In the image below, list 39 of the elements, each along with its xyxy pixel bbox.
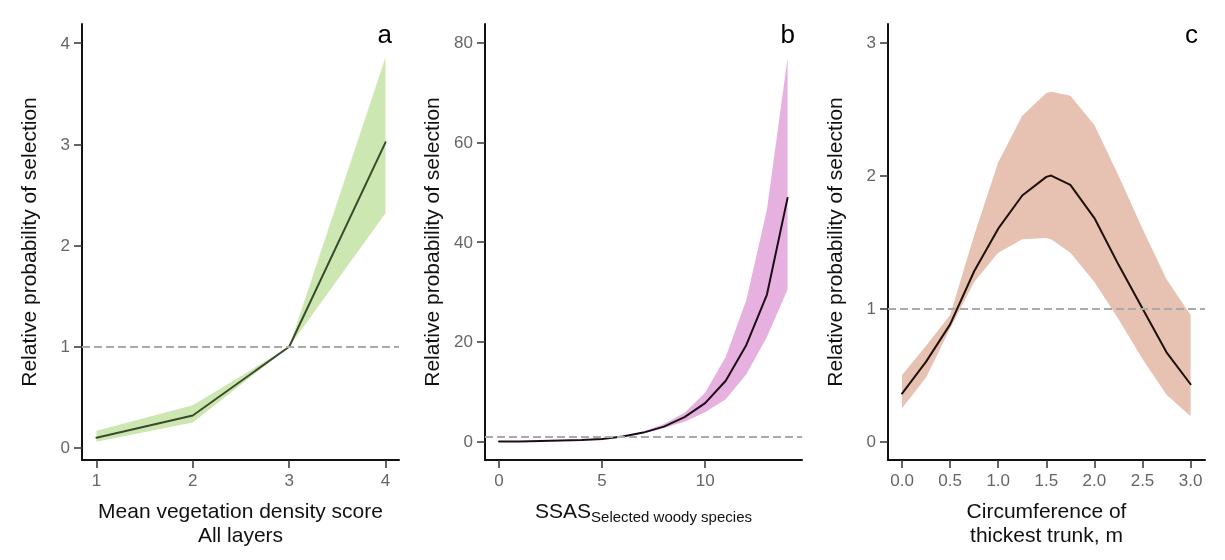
y-tick-label: 1 — [866, 298, 876, 318]
x-tick-label: 1.0 — [986, 471, 1011, 490]
x-tick-label: 5 — [597, 471, 607, 490]
y-tick-label: 60 — [454, 133, 473, 153]
chart-title: a — [377, 19, 393, 49]
x-tick-label: 2.5 — [1130, 471, 1155, 490]
x-tick-label: 0.0 — [890, 471, 914, 490]
y-tick-label: 80 — [454, 33, 473, 53]
y-tick-label: 4 — [60, 33, 70, 53]
x-tick-label: 3 — [284, 471, 294, 490]
line-series — [901, 174, 1192, 395]
x-axis-title: Mean vegetation density score All layers — [98, 498, 383, 546]
x-tick-label: 1 — [91, 471, 102, 490]
y-axis-title: Relative probability of selection — [419, 97, 443, 387]
y-tick-label: 3 — [866, 33, 876, 53]
y-tick-label: 3 — [60, 134, 70, 154]
y-tick-label: 0 — [463, 432, 473, 452]
x-tick-label: 0.5 — [938, 471, 962, 490]
y-axis-title: Relative probability of selection — [16, 97, 40, 387]
y-tick-label: 40 — [454, 232, 473, 252]
x-axis-title: Circumference of thickest trunk, m — [966, 498, 1127, 546]
y-tick-label: 0 — [866, 431, 876, 451]
y-tick-label: 2 — [60, 236, 70, 256]
x-tick-label: 3.0 — [1178, 471, 1203, 490]
y-axis-title: Relative probability of selection — [822, 97, 846, 387]
x-tick-label: 2.0 — [1082, 471, 1107, 490]
line-series — [95, 141, 387, 439]
y-tick-label: 2 — [866, 166, 876, 186]
x-tick-label: 0 — [494, 471, 504, 490]
x-tick-label: 4 — [380, 471, 391, 490]
chart-title: b — [780, 19, 796, 49]
y-tick-label: 20 — [454, 332, 473, 352]
x-tick-label: 10 — [695, 471, 715, 490]
x-tick-label: 2 — [188, 471, 198, 490]
y-tick-label: 0 — [60, 438, 70, 458]
y-tick-label: 1 — [60, 337, 70, 357]
x-tick-label: 1.5 — [1034, 471, 1059, 490]
chart-title: c — [1185, 19, 1198, 49]
line-series — [498, 196, 789, 443]
